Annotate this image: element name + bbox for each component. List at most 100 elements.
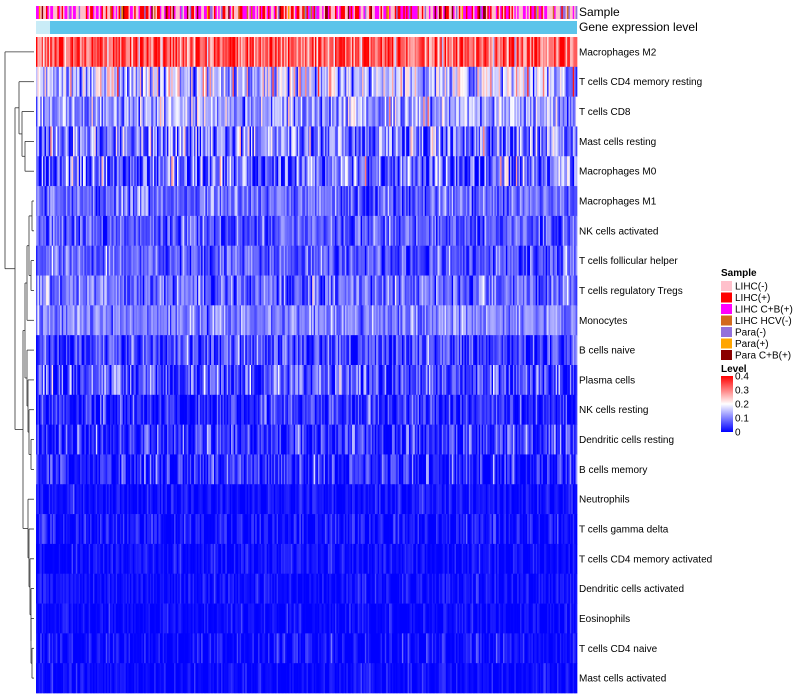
heatmap-cell bbox=[38, 215, 41, 247]
heatmap-cell bbox=[269, 96, 272, 127]
heatmap-cell bbox=[303, 305, 306, 336]
heatmap-cell bbox=[195, 126, 198, 157]
heatmap-cell bbox=[256, 37, 259, 68]
heatmap-cell bbox=[554, 126, 556, 157]
heatmap-cell bbox=[514, 186, 517, 217]
heatmap-cell bbox=[98, 66, 101, 97]
heatmap-cell bbox=[121, 66, 124, 97]
heatmap-cell bbox=[172, 365, 175, 396]
heatmap-cell bbox=[57, 37, 60, 68]
heatmap-cell bbox=[353, 275, 356, 306]
heatmap-cell bbox=[473, 275, 475, 306]
heatmap-cell bbox=[487, 335, 490, 366]
heatmap-cell bbox=[531, 335, 534, 366]
heatmap-cell bbox=[295, 126, 297, 157]
sample-annotation-cell bbox=[363, 6, 366, 19]
heatmap-cell bbox=[194, 186, 196, 217]
heatmap-cell bbox=[171, 245, 174, 276]
heatmap-cell bbox=[249, 66, 252, 97]
heatmap-cell bbox=[505, 365, 508, 396]
heatmap-cell bbox=[120, 156, 122, 187]
heatmap-cell bbox=[363, 245, 366, 276]
heatmap-cell bbox=[424, 37, 427, 68]
heatmap-cell bbox=[438, 37, 441, 68]
heatmap-cell bbox=[558, 186, 561, 217]
heatmap-cell bbox=[169, 215, 172, 247]
heatmap-cell bbox=[319, 335, 322, 366]
heatmap-cell bbox=[147, 186, 149, 217]
heatmap-cell bbox=[370, 305, 373, 336]
heatmap-cell bbox=[222, 275, 225, 306]
heatmap-cell bbox=[532, 245, 535, 276]
heatmap-cell bbox=[397, 245, 400, 276]
heatmap-cell bbox=[186, 275, 189, 306]
heatmap-cell bbox=[377, 215, 380, 247]
heatmap-cell bbox=[450, 186, 453, 217]
sample-annotation-cell bbox=[222, 6, 225, 19]
heatmap-cell bbox=[303, 215, 306, 247]
heatmap-cell bbox=[444, 365, 447, 396]
heatmap-cell bbox=[346, 156, 349, 187]
heatmap-cell bbox=[333, 335, 336, 366]
heatmap-cell bbox=[470, 186, 472, 217]
heatmap-cell bbox=[537, 126, 539, 157]
heatmap-cell bbox=[343, 96, 346, 127]
heatmap-cell bbox=[453, 245, 455, 276]
heatmap-cell bbox=[531, 186, 534, 217]
heatmap-cell bbox=[488, 156, 491, 187]
heatmap-cell bbox=[243, 245, 246, 276]
heatmap-cell bbox=[307, 365, 310, 396]
heatmap-cell bbox=[367, 365, 370, 396]
heatmap-cell bbox=[165, 305, 168, 336]
heatmap-cell bbox=[440, 215, 443, 247]
heatmap-cell bbox=[248, 215, 250, 247]
heatmap-cell bbox=[380, 66, 383, 97]
heatmap-cell bbox=[520, 275, 522, 306]
heatmap-cell bbox=[333, 305, 336, 336]
heatmap-cell bbox=[339, 365, 342, 396]
heatmap-cell bbox=[551, 305, 554, 336]
heatmap-cell bbox=[276, 66, 279, 97]
heatmap-cell bbox=[129, 335, 132, 366]
heatmap-cell bbox=[390, 96, 393, 127]
heatmap-cell bbox=[483, 335, 485, 366]
heatmap-cell bbox=[243, 156, 246, 187]
heatmap-cell bbox=[508, 37, 511, 68]
heatmap-cell bbox=[474, 215, 477, 247]
heatmap-cell bbox=[161, 275, 164, 306]
heatmap-cell bbox=[379, 215, 381, 247]
sample-annotation-cell bbox=[142, 6, 145, 19]
heatmap-cell bbox=[309, 365, 312, 396]
heatmap-cell bbox=[480, 126, 482, 157]
heatmap-cell bbox=[309, 245, 312, 276]
heatmap-cell bbox=[447, 365, 450, 396]
heatmap-cell bbox=[458, 156, 461, 187]
heatmap-cell bbox=[279, 335, 282, 366]
heatmap-cell bbox=[568, 245, 571, 276]
heatmap-cell bbox=[518, 37, 521, 68]
sample-annotation-cell bbox=[225, 6, 228, 19]
heatmap-cell bbox=[463, 335, 465, 366]
heatmap-cell bbox=[511, 186, 514, 217]
heatmap-cell bbox=[189, 305, 192, 336]
heatmap-cell bbox=[463, 365, 465, 396]
heatmap-cell bbox=[450, 335, 453, 366]
heatmap-cell bbox=[558, 365, 561, 396]
heatmap-cell bbox=[339, 335, 342, 366]
heatmap-cell bbox=[275, 126, 277, 157]
heatmap-cell bbox=[336, 156, 339, 187]
heatmap-cell bbox=[203, 96, 206, 127]
heatmap-cell bbox=[297, 96, 300, 127]
heatmap-cell bbox=[58, 37, 61, 68]
heatmap-cell bbox=[241, 365, 243, 396]
heatmap-cell bbox=[515, 335, 518, 366]
heatmap-cell bbox=[55, 156, 58, 187]
heatmap-cell bbox=[313, 215, 316, 247]
heatmap-cell bbox=[37, 66, 40, 97]
heatmap-cell bbox=[60, 245, 62, 276]
heatmap-cell bbox=[306, 156, 309, 187]
heatmap-cell bbox=[300, 305, 303, 336]
heatmap-cell bbox=[85, 156, 88, 187]
heatmap-cell bbox=[353, 126, 356, 157]
heatmap-cell bbox=[162, 305, 165, 336]
